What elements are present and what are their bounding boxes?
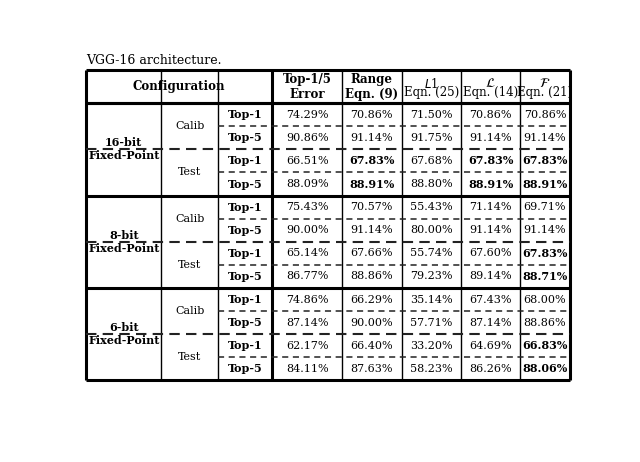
Text: 33.20%: 33.20% [410, 341, 452, 351]
Text: Calib: Calib [175, 122, 204, 131]
Text: Test: Test [178, 168, 202, 177]
Text: 66.83%: 66.83% [522, 340, 568, 351]
Text: 88.91%: 88.91% [349, 178, 394, 189]
Text: Calib: Calib [175, 214, 204, 224]
Text: 6-bit
Fixed-Point: 6-bit Fixed-Point [88, 322, 159, 346]
Text: Eqn. (14): Eqn. (14) [463, 85, 518, 98]
Text: 88.91%: 88.91% [468, 178, 513, 189]
Text: 91.14%: 91.14% [524, 133, 566, 143]
Text: 88.80%: 88.80% [410, 179, 452, 189]
Text: 71.50%: 71.50% [410, 110, 452, 120]
Text: 66.40%: 66.40% [351, 341, 393, 351]
Text: 70.86%: 70.86% [524, 110, 566, 120]
Text: 65.14%: 65.14% [286, 249, 328, 258]
Text: 86.77%: 86.77% [286, 272, 328, 281]
Text: 91.14%: 91.14% [524, 225, 566, 235]
Text: 70.86%: 70.86% [470, 110, 512, 120]
Text: 79.23%: 79.23% [410, 272, 452, 281]
Text: 66.51%: 66.51% [286, 156, 328, 166]
Text: 67.83%: 67.83% [349, 155, 394, 166]
Text: 67.83%: 67.83% [468, 155, 513, 166]
Text: 58.23%: 58.23% [410, 364, 452, 374]
Text: 67.66%: 67.66% [351, 249, 393, 258]
Text: 87.14%: 87.14% [286, 318, 328, 328]
Text: 70.86%: 70.86% [351, 110, 393, 120]
Text: 67.83%: 67.83% [522, 155, 568, 166]
Text: Test: Test [178, 260, 202, 270]
Text: 86.26%: 86.26% [469, 364, 512, 374]
Text: 89.14%: 89.14% [469, 272, 512, 281]
Text: 69.71%: 69.71% [524, 202, 566, 212]
Text: 67.60%: 67.60% [470, 249, 512, 258]
Text: Top-5: Top-5 [228, 178, 262, 189]
Text: 88.91%: 88.91% [522, 178, 568, 189]
Text: 16-bit
Fixed-Point: 16-bit Fixed-Point [88, 138, 159, 161]
Text: 87.63%: 87.63% [351, 364, 393, 374]
Text: Top-5: Top-5 [228, 225, 262, 236]
Text: 35.14%: 35.14% [410, 295, 452, 304]
Text: 55.74%: 55.74% [410, 249, 452, 258]
Text: Top-1: Top-1 [228, 340, 262, 351]
Text: 90.00%: 90.00% [286, 225, 328, 235]
Text: 75.43%: 75.43% [286, 202, 328, 212]
Text: $\mathcal{F}$: $\mathcal{F}$ [540, 77, 550, 90]
Text: 91.75%: 91.75% [410, 133, 452, 143]
Text: 62.17%: 62.17% [286, 341, 328, 351]
Text: Top-1: Top-1 [228, 201, 262, 213]
Text: 91.14%: 91.14% [351, 225, 393, 235]
Text: Range
Eqn. (9): Range Eqn. (9) [345, 73, 398, 101]
Text: Eqn. (21): Eqn. (21) [517, 85, 573, 98]
Text: Eqn. (25): Eqn. (25) [404, 85, 459, 98]
Text: 91.14%: 91.14% [469, 225, 512, 235]
Text: 87.14%: 87.14% [470, 318, 512, 328]
Text: 80.00%: 80.00% [410, 225, 452, 235]
Text: 67.83%: 67.83% [522, 248, 568, 259]
Text: 88.06%: 88.06% [522, 363, 568, 374]
Text: 74.86%: 74.86% [286, 295, 328, 304]
Text: 90.86%: 90.86% [286, 133, 328, 143]
Text: Test: Test [178, 353, 202, 362]
Text: 64.69%: 64.69% [469, 341, 512, 351]
Text: VGG-16 architecture.: VGG-16 architecture. [86, 54, 221, 67]
Text: 91.14%: 91.14% [351, 133, 393, 143]
Text: 84.11%: 84.11% [286, 364, 328, 374]
Text: 88.86%: 88.86% [351, 272, 393, 281]
Text: 8-bit
Fixed-Point: 8-bit Fixed-Point [88, 230, 159, 254]
Text: $\mathcal{L}$: $\mathcal{L}$ [485, 77, 496, 90]
Text: Top-5: Top-5 [228, 363, 262, 374]
Text: 88.09%: 88.09% [286, 179, 328, 189]
Text: Top-5: Top-5 [228, 271, 262, 282]
Text: 88.71%: 88.71% [522, 271, 568, 282]
Text: Calib: Calib [175, 306, 204, 316]
Text: 57.71%: 57.71% [410, 318, 452, 328]
Text: Top-1: Top-1 [228, 248, 262, 259]
Text: $\mathit{L}$1: $\mathit{L}$1 [424, 77, 438, 91]
Text: 74.29%: 74.29% [286, 110, 328, 120]
Text: Configuration: Configuration [133, 80, 225, 93]
Text: 66.29%: 66.29% [351, 295, 393, 304]
Text: Top-5: Top-5 [228, 317, 262, 328]
Text: 67.68%: 67.68% [410, 156, 452, 166]
Text: Top-1: Top-1 [228, 109, 262, 120]
Text: 91.14%: 91.14% [469, 133, 512, 143]
Text: 67.43%: 67.43% [470, 295, 512, 304]
Text: Top-1/5
Error: Top-1/5 Error [283, 73, 332, 101]
Text: 71.14%: 71.14% [470, 202, 512, 212]
Text: Top-1: Top-1 [228, 294, 262, 305]
Text: Top-1: Top-1 [228, 155, 262, 166]
Text: 68.00%: 68.00% [524, 295, 566, 304]
Text: 55.43%: 55.43% [410, 202, 452, 212]
Text: 90.00%: 90.00% [351, 318, 393, 328]
Text: Top-5: Top-5 [228, 132, 262, 143]
Text: 70.57%: 70.57% [351, 202, 393, 212]
Text: 88.86%: 88.86% [524, 318, 566, 328]
